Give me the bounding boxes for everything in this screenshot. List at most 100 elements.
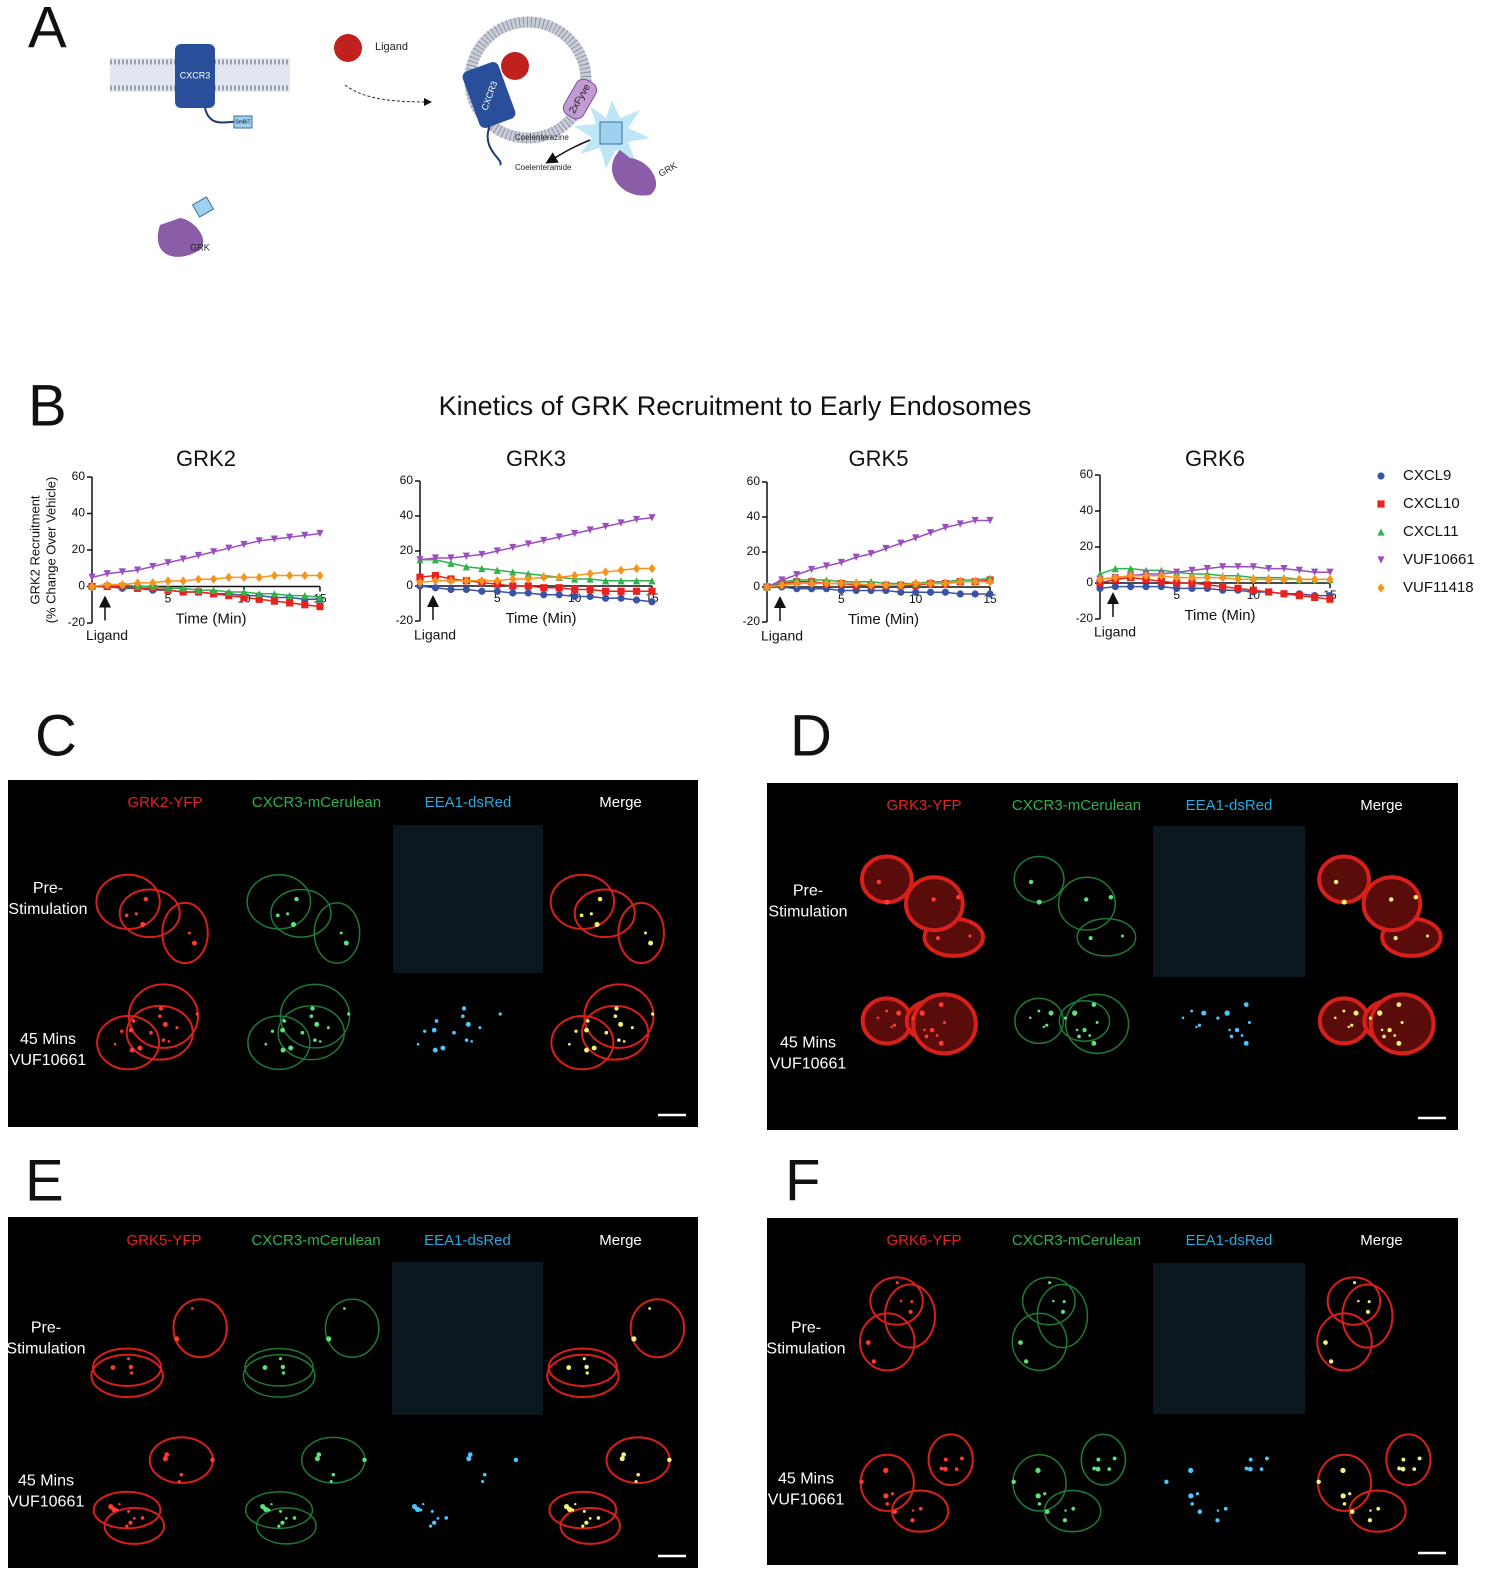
puncta: [876, 879, 882, 885]
puncta: [158, 1006, 164, 1011]
puncta: [1264, 1456, 1269, 1461]
point: [447, 559, 455, 567]
y-tick-label: 20: [400, 543, 414, 557]
point: [462, 576, 470, 586]
cell-outline: [869, 1276, 924, 1326]
point: [956, 577, 964, 587]
puncta: [1088, 936, 1093, 941]
fyve: [562, 78, 598, 120]
lgbit: [191, 196, 215, 218]
puncta: [581, 1524, 585, 1528]
puncta: [1215, 1518, 1220, 1523]
puncta: [1340, 1493, 1346, 1499]
grk-shape: [611, 150, 657, 196]
series-line: [419, 585, 653, 603]
puncta: [1195, 1492, 1200, 1496]
y-tick-label: 20: [1080, 539, 1094, 553]
point: [586, 592, 594, 601]
puncta: [134, 912, 138, 916]
panel-a: A CXCR3 SmBiT GRK Ligand CXCR3 2xFyve GR…: [28, 0, 679, 257]
point: [882, 580, 890, 590]
puncta: [129, 1047, 135, 1053]
puncta: [630, 1026, 634, 1030]
puncta: [582, 1357, 586, 1361]
cell-outline: [244, 1347, 314, 1387]
puncta: [175, 1026, 179, 1030]
point: [225, 544, 233, 552]
cell-outline: [860, 996, 914, 1046]
cell-outline: [1326, 1276, 1382, 1326]
point: [1142, 571, 1150, 581]
point: [852, 553, 860, 561]
puncta: [482, 1472, 487, 1477]
panel-letter: C: [35, 703, 77, 768]
chart-title: GRK3: [506, 446, 566, 471]
puncta: [1350, 1023, 1354, 1027]
puncta: [648, 1307, 652, 1310]
puncta: [513, 1457, 519, 1463]
puncta: [619, 1456, 625, 1462]
cell-outline: [1014, 997, 1065, 1045]
point: [867, 550, 875, 558]
puncta: [164, 1452, 170, 1457]
puncta: [187, 931, 191, 935]
y-axis-label: GRK2 Recruitment: [27, 495, 42, 604]
y-tick-label: 0: [753, 579, 760, 593]
point: [270, 535, 278, 543]
point: [648, 514, 656, 522]
row-label: VUF10661: [10, 1052, 87, 1069]
point: [447, 576, 455, 586]
puncta: [911, 1509, 915, 1512]
puncta: [1048, 1010, 1054, 1016]
puncta: [618, 1021, 624, 1027]
puncta: [1333, 1016, 1337, 1020]
puncta: [1023, 1359, 1029, 1364]
point: [431, 554, 440, 562]
point: [509, 568, 517, 576]
puncta: [1095, 1020, 1099, 1024]
puncta: [1197, 1023, 1202, 1027]
puncta: [343, 1307, 346, 1310]
puncta: [1092, 1466, 1097, 1471]
puncta: [942, 1466, 948, 1472]
point: [1326, 595, 1334, 603]
puncta: [452, 1030, 456, 1035]
point: [431, 576, 440, 586]
y-tick-label: 40: [1080, 503, 1094, 517]
chart-title: GRK5: [849, 446, 909, 471]
cell-outline: [559, 1506, 621, 1545]
puncta: [911, 1016, 915, 1020]
micrograph: [550, 983, 686, 1117]
point: [478, 564, 486, 573]
puncta: [1071, 1506, 1076, 1511]
point: [1295, 566, 1303, 574]
point: [1249, 586, 1257, 594]
puncta: [326, 1336, 332, 1342]
column-header: CXCR3-mCerulean: [1012, 797, 1141, 814]
series-line: [1099, 575, 1330, 581]
puncta: [890, 1025, 893, 1029]
annotation: Ligand: [761, 628, 803, 644]
point: [416, 577, 424, 588]
puncta: [1052, 1299, 1055, 1303]
y-tick-label: 60: [747, 474, 761, 488]
puncta: [1195, 1025, 1198, 1029]
puncta: [1011, 1479, 1016, 1485]
point: [926, 529, 935, 537]
puncta: [943, 1457, 948, 1462]
puncta: [1376, 1506, 1381, 1511]
micrograph: [1153, 1263, 1305, 1414]
cell-outline: [270, 888, 332, 938]
point: [1127, 571, 1135, 581]
ligand-label: Ligand: [375, 41, 408, 53]
legend-swatch: [1377, 472, 1385, 480]
puncta: [614, 1006, 619, 1011]
y-tick-label: 40: [747, 509, 761, 523]
point: [462, 563, 470, 571]
puncta: [110, 1365, 116, 1370]
point: [1295, 592, 1303, 600]
puncta: [1042, 1025, 1046, 1029]
point: [240, 540, 248, 549]
point: [1311, 568, 1319, 576]
point: [1157, 577, 1165, 585]
